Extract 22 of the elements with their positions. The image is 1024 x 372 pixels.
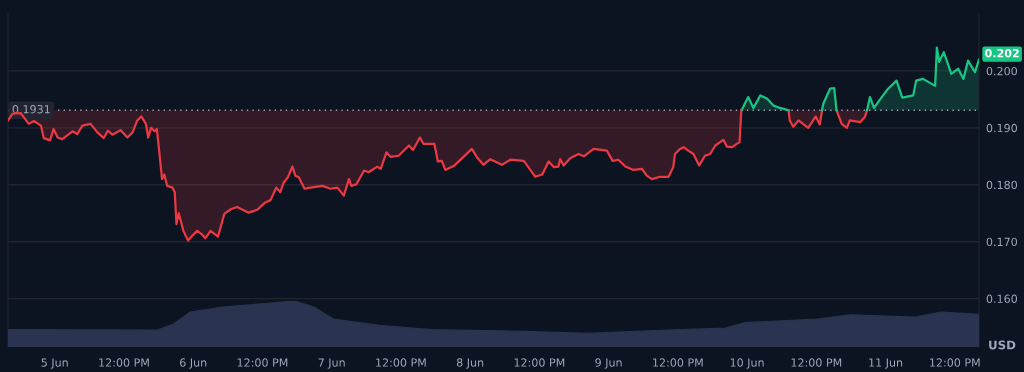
x-tick-label: 12:00 PM bbox=[514, 358, 565, 367]
ref-line-label: 0.1931 bbox=[12, 105, 50, 114]
x-tick-label: 6 Jun bbox=[179, 358, 207, 369]
x-tick-label: 12:00 PM bbox=[653, 358, 703, 367]
y-tick-label: 0.200 bbox=[986, 66, 1018, 76]
y-tick-label: 0.190 bbox=[986, 123, 1018, 133]
x-tick-label: 9 Jun bbox=[595, 358, 622, 369]
x-tick-label: 5 Jun bbox=[41, 358, 68, 369]
y-tick-label: 0.180 bbox=[986, 180, 1018, 190]
annotation: 0.202 bbox=[985, 48, 1019, 58]
x-tick-label: 12:00 PM bbox=[99, 358, 149, 367]
x-tick-label: 7 Jun bbox=[318, 358, 345, 369]
x-tick-label: 10 Jun bbox=[730, 358, 764, 369]
y-tick-label: 0.160 bbox=[986, 294, 1018, 303]
y-axis-title: USD bbox=[989, 340, 1016, 350]
x-tick-label: 11 Jun bbox=[869, 358, 903, 369]
y-tick-label: 0.170 bbox=[986, 237, 1018, 247]
x-tick-label: 12:00 PM bbox=[376, 358, 426, 367]
x-tick-label: 8 Jun bbox=[456, 358, 484, 369]
x-tick-label: 12:00 PM bbox=[237, 358, 288, 367]
x-tick-label: 12:00 PM bbox=[791, 358, 842, 367]
x-tick-label: 12:00 PM bbox=[930, 358, 980, 367]
